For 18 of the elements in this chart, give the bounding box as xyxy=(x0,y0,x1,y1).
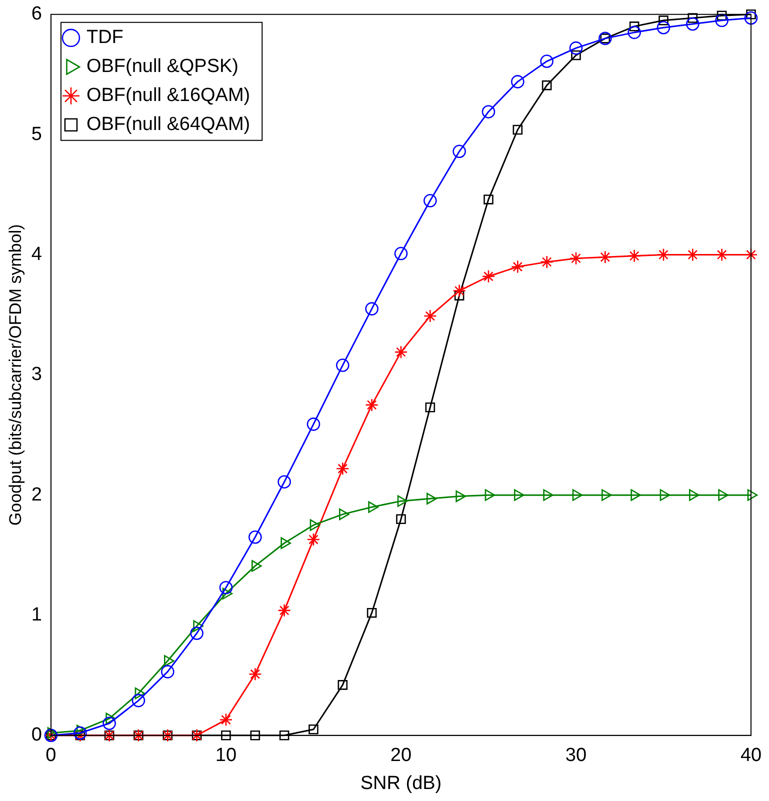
x-tick-label: 0 xyxy=(46,745,56,766)
legend-label: OBF(null &64QAM) xyxy=(86,114,250,136)
y-axis-title: Goodput (bits/subcarrier/OFDM symbol) xyxy=(6,224,25,526)
y-tick-label: 6 xyxy=(31,4,42,25)
legend-label: OBF(null &16QAM) xyxy=(86,85,250,106)
x-tick-label: 30 xyxy=(565,745,587,766)
y-tick-label: 4 xyxy=(31,244,42,265)
legend-label: TDF xyxy=(86,27,124,48)
legend-label: OBF(null &QPSK) xyxy=(86,56,239,78)
y-tick-label: 0 xyxy=(31,724,42,746)
x-axis-title: SNR (dB) xyxy=(360,772,442,794)
y-tick-label: 5 xyxy=(31,124,42,145)
x-tick-label: 20 xyxy=(390,745,412,766)
y-tick-label: 2 xyxy=(31,484,42,506)
x-tick-label: 10 xyxy=(215,745,237,766)
x-tick-label: 40 xyxy=(740,745,762,766)
y-tick-label: 3 xyxy=(31,364,42,386)
y-tick-label: 1 xyxy=(31,604,42,626)
